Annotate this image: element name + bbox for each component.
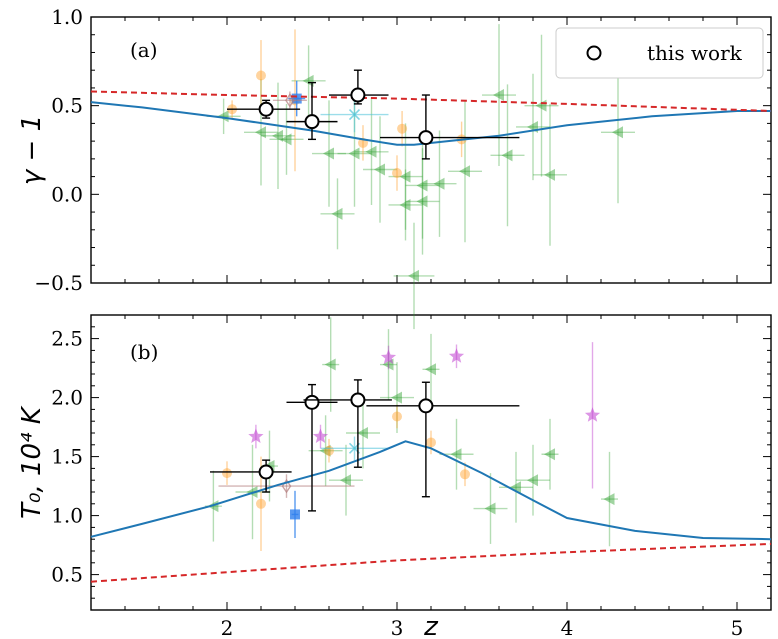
- triangle-point-a: [255, 126, 266, 139]
- circle-point-b: [460, 469, 470, 480]
- x-tick-label-b: 2: [221, 616, 234, 639]
- panel-a-label: (a): [130, 38, 158, 62]
- x-axis-label: z: [423, 612, 439, 639]
- y-axis-label-b: T₀, 10⁴ K: [17, 405, 47, 519]
- x-tick-label-b: 5: [731, 616, 744, 639]
- circle-point-b: [392, 411, 402, 422]
- triangle-point-b: [391, 391, 402, 404]
- triangle-point-a: [331, 207, 343, 220]
- triangle-point-a: [433, 177, 445, 190]
- triangle-point-b: [603, 493, 615, 506]
- circle-point-b: [426, 437, 436, 448]
- circle-point-a: [392, 168, 402, 179]
- legend-label: this work: [647, 41, 743, 65]
- triangle-point-b: [425, 363, 436, 376]
- triangle-point-a: [612, 126, 623, 139]
- triangle-point-a: [399, 170, 411, 183]
- y-tick-label-a: −0.5: [34, 271, 83, 295]
- y-tick-label-b: 1.0: [51, 504, 83, 528]
- triangle-point-a: [493, 89, 504, 102]
- this-work-point-b: [418, 398, 434, 414]
- circle-point-a: [256, 70, 266, 81]
- triangle-point-a: [323, 147, 334, 160]
- this-work-point-b: [258, 464, 274, 480]
- x-tick-label-b: 4: [561, 616, 574, 639]
- panel-a: −0.5 0.0 0.5 1.0: [34, 5, 772, 330]
- triangle-point-a: [416, 195, 428, 208]
- y-tick-label-b: 0.5: [51, 563, 83, 587]
- triangle-point-b: [450, 448, 462, 461]
- reference-line-a: [90, 90, 772, 112]
- y-tick-label-a: 0.5: [51, 94, 83, 118]
- triangle-point-a: [217, 110, 229, 123]
- y-tick-label-a: 0.0: [51, 182, 83, 206]
- triangle-point-b: [510, 481, 521, 494]
- this-work-point-a: [258, 101, 274, 117]
- triangle-point-b: [484, 502, 496, 515]
- triangle-point-b: [357, 427, 368, 439]
- model-line-b: [90, 440, 772, 541]
- panel-b-label: (b): [130, 340, 158, 364]
- this-work-point-a: [350, 87, 366, 103]
- star-point-b: [312, 428, 329, 444]
- square-point-b: [290, 509, 300, 520]
- y-axis-label-a: γ − 1: [17, 115, 47, 185]
- triangle-point-a: [272, 129, 283, 142]
- triangle-point-b: [324, 358, 336, 371]
- triangle-point-a: [416, 179, 428, 192]
- reference-line-b: [90, 542, 772, 583]
- triangle-point-a: [459, 165, 470, 178]
- circle-point-b: [256, 498, 266, 509]
- triangle-point-b: [527, 474, 538, 487]
- y-tick-label-a: 1.0: [51, 5, 83, 29]
- circle-point-b: [222, 468, 232, 479]
- y-tick-label-b: 2.0: [51, 386, 83, 410]
- this-work-point-b: [304, 394, 320, 410]
- this-work-point-a: [418, 130, 434, 146]
- triangle-point-a: [302, 74, 314, 87]
- triangle-point-a: [348, 147, 360, 160]
- cross-point-a: [348, 108, 361, 121]
- star-point-b: [584, 407, 601, 422]
- triangle-point-a: [501, 149, 513, 162]
- circle-point-a: [397, 123, 408, 134]
- star-point-b: [448, 348, 465, 363]
- legend-box: [555, 27, 764, 79]
- legend-marker: [586, 45, 602, 61]
- legend: this work: [555, 27, 764, 79]
- star-point-b: [248, 428, 264, 444]
- square-point-a: [291, 93, 302, 104]
- diamond-point-a: [285, 93, 295, 108]
- circle-point-b: [324, 445, 334, 456]
- model-line-a: [90, 101, 771, 146]
- triangle-point-a: [408, 269, 419, 282]
- triangle-point-a: [365, 145, 377, 158]
- y-tick-label-b: 2.5: [51, 327, 83, 351]
- triangle-point-a: [544, 168, 555, 181]
- x-tick-label-b: 3: [391, 616, 404, 639]
- this-work-point-a: [304, 114, 320, 130]
- triangle-point-a: [280, 133, 292, 146]
- y-tick-label-b: 1.5: [51, 445, 83, 469]
- this-work-point-b: [350, 392, 366, 408]
- triangle-point-a: [399, 198, 411, 211]
- star-point-b: [380, 349, 397, 364]
- triangle-point-b: [340, 474, 351, 487]
- panel-b: 0.5 1.0 1.5 2.0 2.5 2 3 4 5: [51, 314, 772, 639]
- triangle-point-b: [544, 448, 555, 461]
- triangle-point-a: [374, 163, 385, 176]
